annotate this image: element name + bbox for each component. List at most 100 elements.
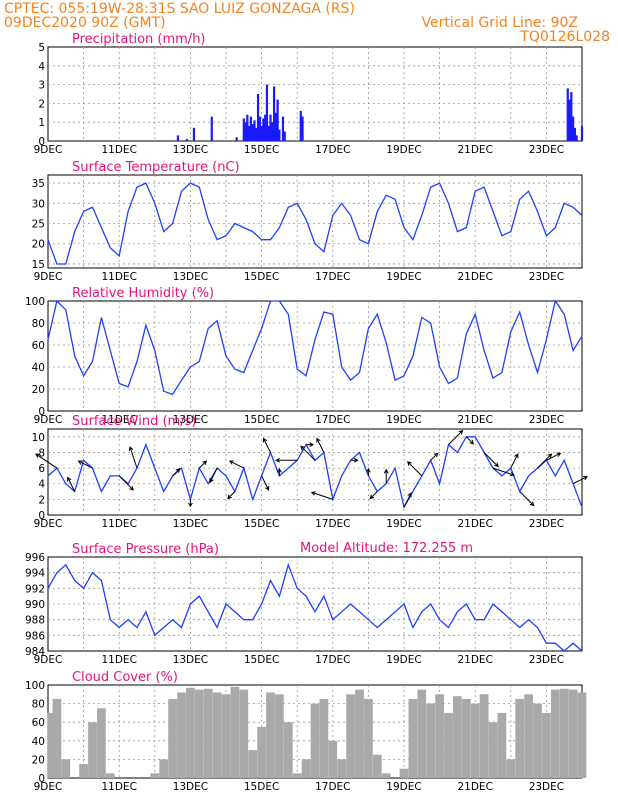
wind-arrow (510, 453, 519, 469)
cloud-bar (435, 694, 444, 778)
x-tick-label: 19DEC (386, 518, 421, 530)
wind-arrow (188, 499, 193, 508)
precip-bar (262, 118, 265, 141)
y-tick-label: 4 (38, 61, 45, 73)
precip-bar (278, 129, 281, 141)
y-tick-label: 80 (32, 318, 45, 330)
x-tick-label: 13DEC (173, 144, 208, 156)
series-line (47, 299, 583, 396)
precip-bar (255, 127, 258, 141)
cloud-bar (533, 703, 542, 778)
precip-bar (301, 116, 304, 141)
wind-arrow (128, 446, 138, 469)
cloud-bar (399, 768, 409, 778)
y-tick-label: 20 (32, 754, 45, 766)
wind-arrow (67, 476, 76, 492)
wind-arrow (407, 461, 423, 477)
cloud-bar (310, 703, 320, 778)
x-tick-label: 15DEC (244, 414, 279, 426)
wind-arrow (316, 437, 325, 453)
y-tick-label: 4 (38, 479, 45, 491)
y-tick-label: 35 (32, 178, 45, 190)
precip-bar (580, 125, 584, 141)
precip-bar (248, 125, 251, 141)
cloud-bar (52, 698, 62, 778)
header-station-line: CPTEC: 055:19W-28:31S SAO LUIZ GONZAGA (… (4, 1, 355, 17)
panel-title: Surface Wind (m/s) (72, 414, 196, 429)
wind-arrow (483, 452, 499, 468)
model-altitude-label: Model Altitude: 172.255 m (300, 541, 473, 556)
cloud-bar (319, 698, 329, 778)
y-tick-label: 6 (38, 463, 45, 475)
wind-arrow (228, 460, 245, 469)
wind-arrow (465, 436, 475, 445)
x-tick-label: 11DEC (101, 518, 136, 530)
precip-bar (264, 114, 267, 141)
x-tick-label: 19DEC (386, 781, 421, 793)
x-tick-label: 21DEC (457, 654, 492, 666)
cloud-bar (515, 698, 525, 778)
wind-arrow (306, 442, 315, 448)
cloud-bar (577, 692, 587, 778)
wind-arrow (262, 437, 271, 453)
cloud-bar (168, 698, 177, 778)
precip-bar (242, 118, 245, 141)
x-tick-label: 19DEC (386, 414, 421, 426)
precip-bar (185, 139, 188, 141)
precip-bar (299, 110, 302, 141)
x-tick-label: 9DEC (34, 781, 63, 793)
x-tick-label: 19DEC (386, 654, 421, 666)
cloud-bar (292, 773, 302, 778)
wind-arrow (546, 452, 562, 461)
cloud-bar (266, 692, 275, 778)
cloud-bar (461, 698, 471, 778)
x-tick-label: 23DEC (529, 654, 564, 666)
series-line (47, 562, 583, 652)
panel-title: Surface Pressure (hPa) (72, 542, 219, 557)
wind-arrow (572, 476, 589, 485)
y-tick-label: 2 (38, 494, 45, 506)
wind-arrow (277, 467, 282, 476)
y-tick-label: 60 (32, 340, 45, 352)
y-tick-label: 100 (25, 296, 45, 308)
y-tick-label: 10 (32, 432, 45, 444)
cloud-bar (506, 759, 516, 778)
x-tick-label: 17DEC (315, 781, 350, 793)
precip-bar (235, 137, 238, 141)
x-tick-label: 17DEC (315, 414, 350, 426)
x-tick-label: 15DEC (244, 271, 279, 283)
cloud-bar (283, 722, 293, 778)
panel-title: Precipitation (mm/h) (72, 32, 205, 47)
precip-bar (249, 116, 253, 141)
panel-4: 0 2 4 6 8 10 9DEC 11DEC 13DEC 15DEC 17DEC 19DEC 21DE… (32, 414, 589, 530)
panel-3: 0 20 40 60 80 100 9DEC 11DEC 13DEC 15DEC 17DEC 19DE… (25, 286, 583, 426)
plot-frame (47, 46, 583, 142)
cloud-bar (79, 764, 88, 778)
y-tick-label: 8 (38, 447, 45, 459)
cloud-bar (355, 689, 364, 778)
y-tick-label: 986 (25, 630, 45, 642)
precip-bar (573, 127, 576, 141)
y-tick-label: 990 (25, 599, 45, 611)
y-tick-label: 984 (25, 646, 45, 658)
wind-arrow (300, 445, 316, 461)
wind-arrow (275, 457, 298, 463)
y-tick-label: 20 (32, 384, 45, 396)
x-tick-label: 13DEC (173, 518, 208, 530)
cloud-bar (186, 687, 195, 778)
wind-arrow (366, 467, 371, 476)
cloud-bar (105, 773, 115, 778)
cloud-bar (417, 689, 427, 778)
x-tick-label: 21DEC (457, 781, 492, 793)
precip-bar (256, 94, 260, 141)
x-tick-label: 11DEC (101, 781, 136, 793)
y-tick-label: 40 (32, 362, 45, 374)
plot-frame (47, 174, 583, 269)
panel-2: 15 20 25 30 35 9DEC 11DEC 13DEC 15DEC 17DEC 19DEC 2… (32, 160, 583, 283)
x-tick-label: 23DEC (529, 518, 564, 530)
cloud-bar (177, 692, 186, 778)
x-tick-label: 9DEC (34, 271, 63, 283)
cloud-bar (150, 773, 160, 778)
cloud-bar (301, 759, 311, 778)
